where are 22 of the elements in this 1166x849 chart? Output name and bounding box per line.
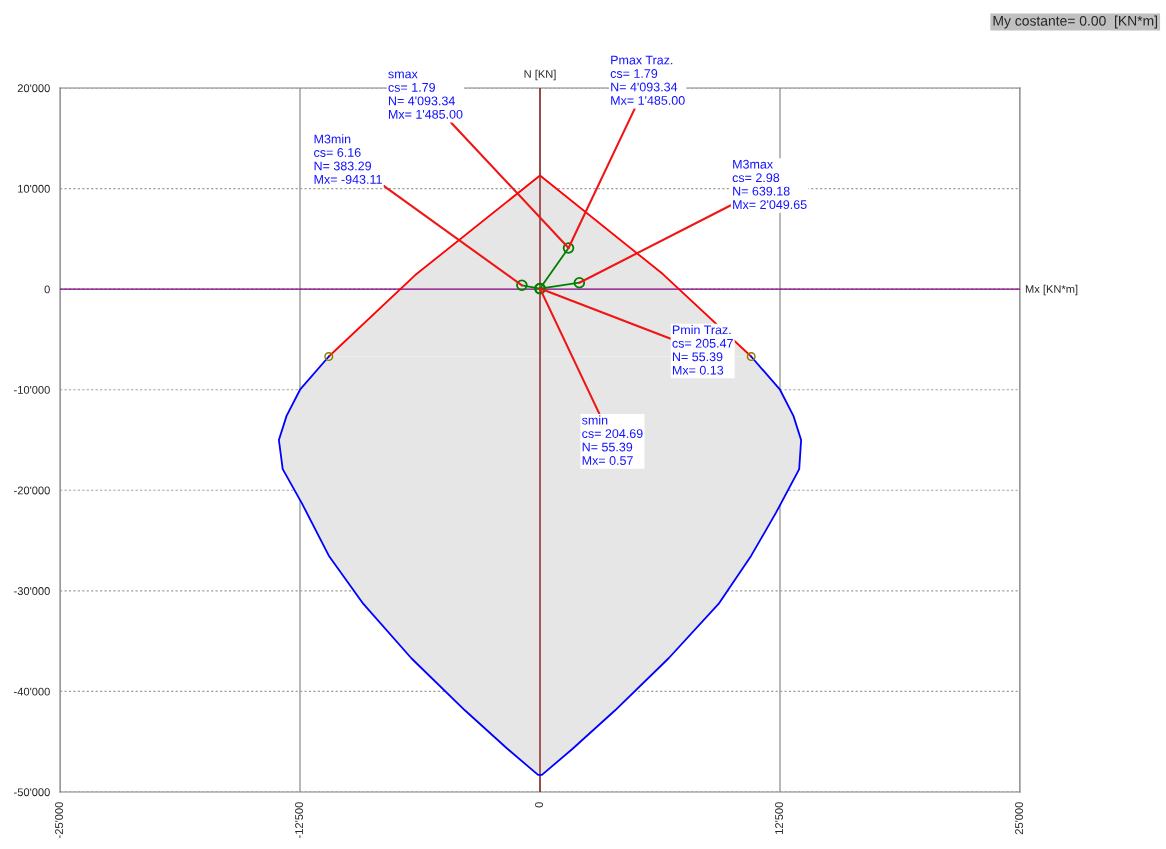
- x-tick-label: 12'500: [775, 802, 783, 834]
- annotation: smin cs= 204.69 N= 55.39 Mx= 0.57: [582, 415, 643, 465]
- x-axis-title: Mx [KN*m]: [1025, 284, 1078, 296]
- x-tick-label: 25'000: [1015, 802, 1023, 835]
- text: My costante= 0.00 [KN*m]: [993, 15, 1158, 29]
- y-tick-label: 0: [44, 285, 50, 294]
- x-tick-label: 0: [535, 802, 543, 808]
- y-tick-label: 10'000: [18, 184, 50, 193]
- y-tick-label: -50'000: [14, 788, 50, 797]
- annotation: Pmax Traz. cs= 1.79 N= 4'093.34 Mx= 1'485.00: [610, 55, 685, 105]
- y-tick-label: -30'000: [14, 587, 50, 595]
- annotation: M3max cs= 2.98 N= 639.18 Mx= 2'049.65: [732, 159, 807, 210]
- x-tick-label: -12'500: [295, 802, 303, 838]
- annotation: M3min cs= 6.16 N= 383.29 Mx= -943.11: [314, 134, 382, 184]
- x-tick-label: -25'000: [55, 802, 63, 838]
- y-axis-title: N [KN]: [524, 69, 556, 81]
- y-tick-label: -20'000: [14, 486, 50, 495]
- y-tick-label: -10'000: [14, 385, 50, 394]
- y-tick-label: -40'000: [14, 687, 50, 696]
- y-tick-label: 20'000: [17, 84, 50, 93]
- annotation: Pmin Traz. cs= 205.47 N= 55.39 Mx= 0.13: [672, 325, 733, 375]
- annotation: smax cs= 1.79 N= 4'093.34 Mx= 1'485.00: [388, 71, 463, 119]
